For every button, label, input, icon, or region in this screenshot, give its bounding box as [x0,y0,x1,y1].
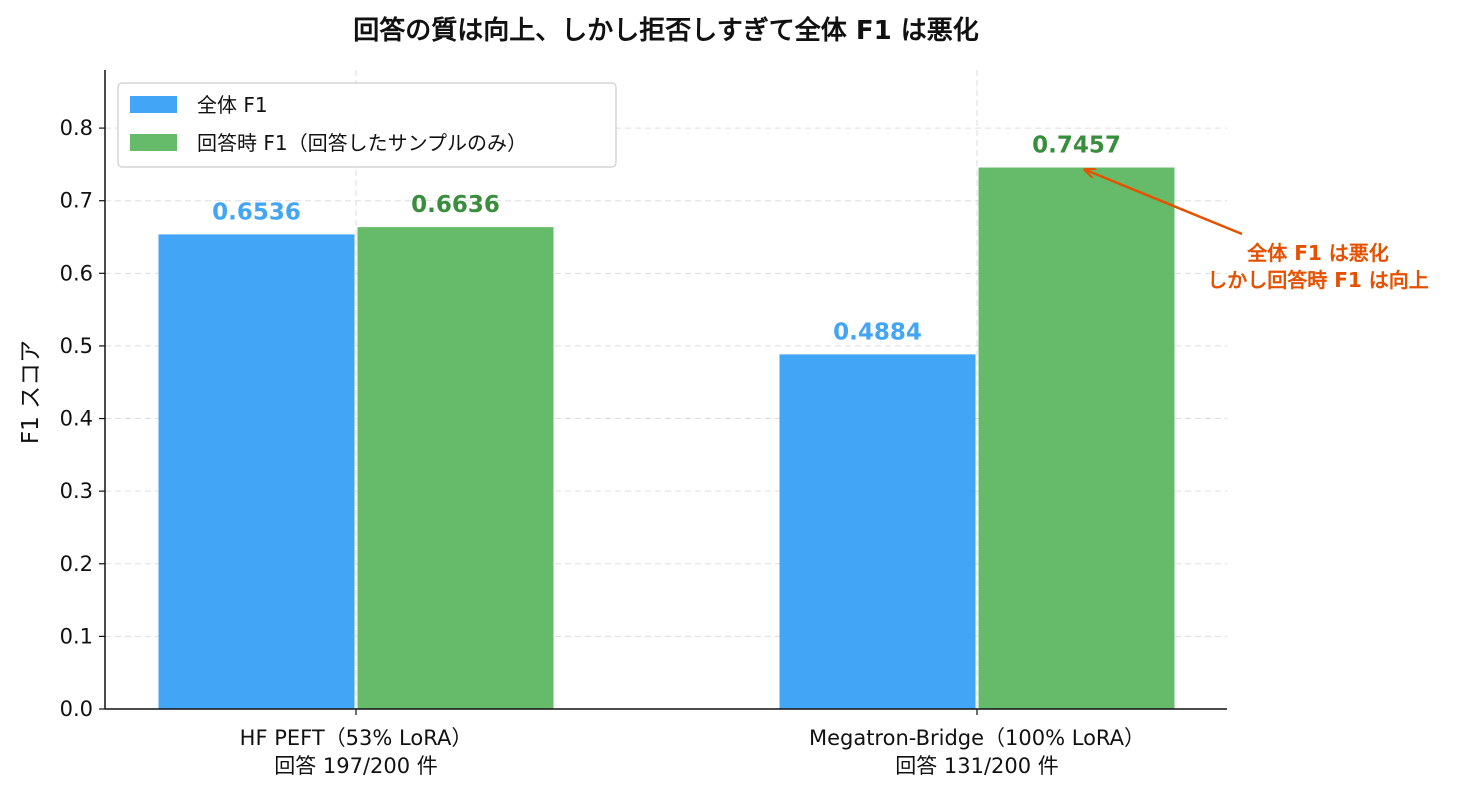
y-tick-label: 0.8 [60,116,93,140]
y-tick-label: 0.3 [60,479,93,503]
annotation-line2: しかし回答時 F1 は向上 [1207,268,1429,292]
legend: 全体 F1 回答時 F1（回答したサンプルのみ） [117,82,617,168]
category-sublabel: 回答 197/200 件 [274,754,438,778]
data-label-overall-f1-0: 0.6536 [212,199,301,225]
bars [158,167,1175,709]
annotation: 全体 F1 は悪化 しかし回答時 F1 は向上 [1085,170,1429,292]
bar-answered-f1-0 [357,227,554,709]
y-ticks: 0.0 0.1 0.2 0.3 0.4 0.5 0.6 0.7 0.8 [60,116,105,721]
x-categories: HF PEFT（53% LoRA） 回答 197/200 件 Megatron-Br… [240,709,1145,778]
category-sublabel: 回答 131/200 件 [895,754,1059,778]
legend-swatch-answered-f1 [130,134,177,151]
legend-swatch-overall-f1 [130,96,177,113]
annotation-line1: 全体 F1 は悪化 [1246,241,1389,265]
data-label-answered-f1-1: 0.7457 [1032,133,1121,159]
category-label: HF PEFT（53% LoRA） [240,726,473,750]
bar-answered-f1-1 [978,167,1175,709]
legend-box [117,82,617,168]
legend-label-overall-f1: 全体 F1 [197,93,268,117]
data-label-overall-f1-1: 0.4884 [833,319,922,345]
bar-overall-f1-1 [779,354,976,709]
y-tick-label: 0.6 [60,261,93,285]
y-tick-label: 0.7 [60,189,93,213]
y-tick-label: 0.0 [60,697,93,721]
data-labels: 0.6536 0.4884 0.6636 0.7457 [212,133,1121,346]
y-tick-label: 0.5 [60,334,93,358]
y-tick-label: 0.4 [60,407,93,431]
chart-title: 回答の質は向上、しかし拒否しすぎて全体 F1 は悪化 [353,15,978,46]
category-label: Megatron-Bridge（100% LoRA） [809,726,1145,750]
bar-overall-f1-0 [158,234,355,709]
legend-label-answered-f1: 回答時 F1（回答したサンプルのみ） [197,131,527,155]
data-label-answered-f1-0: 0.6636 [411,192,500,218]
y-tick-label: 0.1 [60,624,93,648]
y-tick-label: 0.2 [60,552,93,576]
y-axis-label: F1 スコア [18,340,44,444]
annotation-arrow [1085,170,1243,236]
